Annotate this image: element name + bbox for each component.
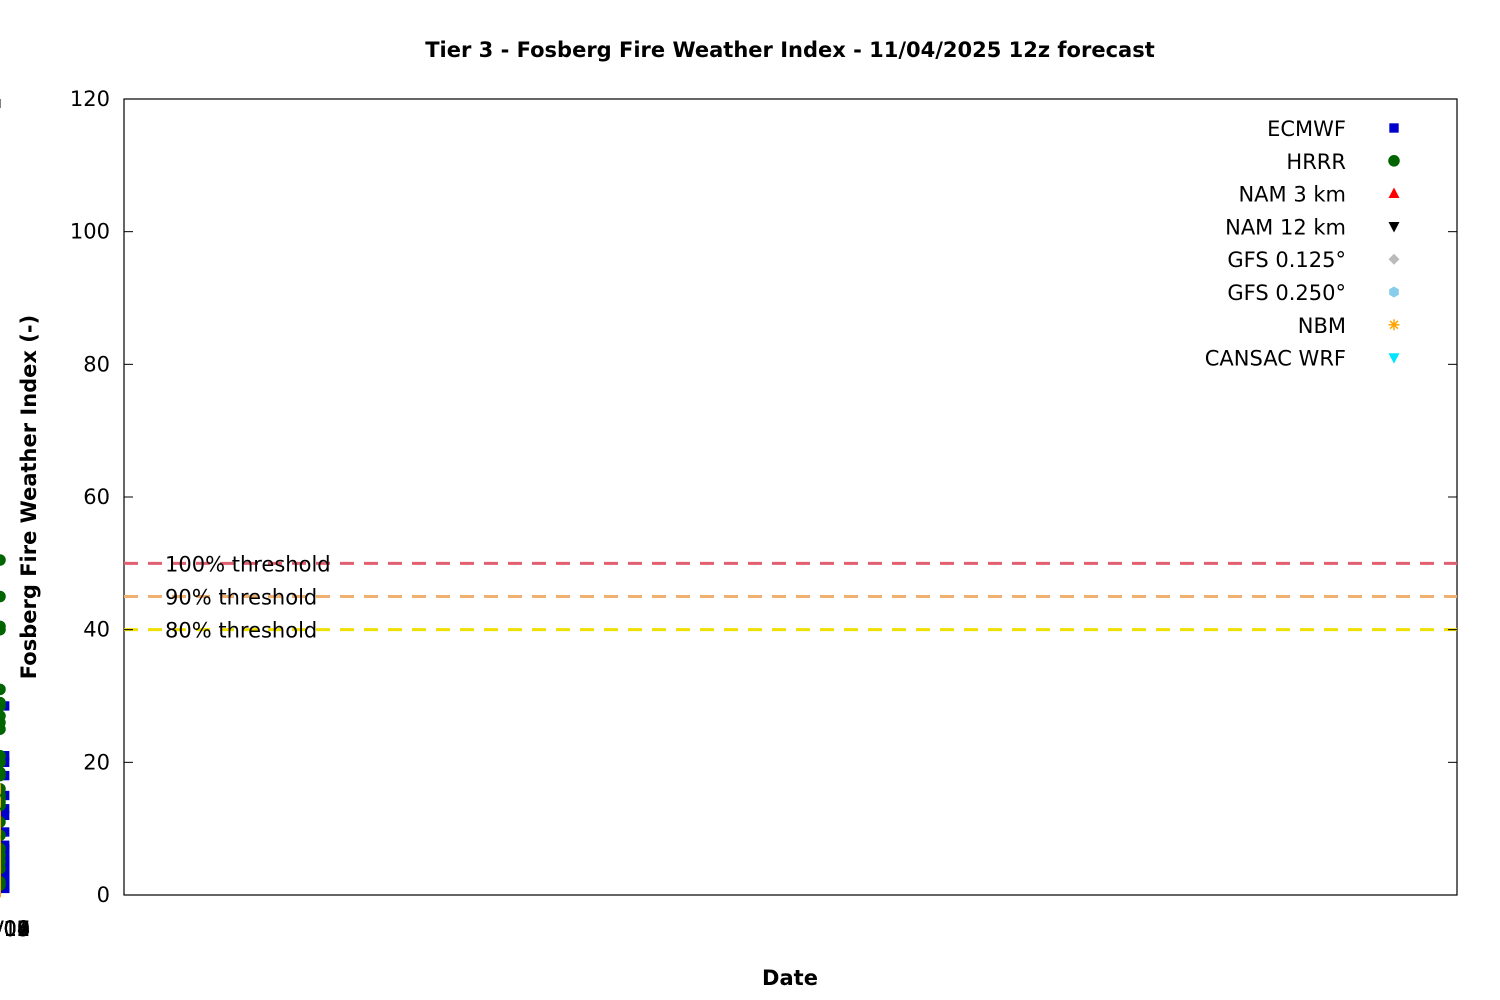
y-tick-label: 60 [83,485,110,509]
data-point [0,816,6,828]
threshold-label: 90% threshold [165,586,317,610]
threshold-label: 80% threshold [165,619,317,643]
threshold-label: 100% threshold [165,552,331,576]
series-1 [0,554,6,891]
x-tick-label: 11/05 [0,917,30,941]
legend-label: ECMWF [1267,117,1346,141]
data-point [0,749,6,762]
x-tick-label: 11/07 [0,917,30,941]
data-point [0,766,6,779]
data-point [0,862,6,875]
data-points [0,554,10,898]
threshold-labels: 100% threshold 90% threshold 80% threshold [165,552,331,642]
legend-label: NBM [1298,314,1346,338]
x-axis-label: Date [762,966,818,990]
y-axis-ticks: 0 20 40 60 80 100 120 [70,87,1457,907]
data-point [0,590,6,603]
x-axis-ticks: 11/0411/0511/0611/0711/0811/0911/1011/11… [0,99,30,941]
legend: ECMWF HRRR NAM 3 km NAM 12 km GFS 0.125° GFS … [1205,117,1400,371]
y-tick-label: 100 [70,220,110,244]
x-tick-label: 11/09 [0,917,30,941]
x-tick-label: 11/08 [0,917,30,941]
data-point [0,716,6,729]
y-tick-label: 20 [83,750,110,774]
data-point [0,810,10,821]
legend-marker [1388,187,1400,198]
data-point [0,879,6,891]
y-tick-label: 120 [70,87,110,111]
data-point [0,870,10,880]
legend-label: NAM 12 km [1225,215,1346,239]
legend-label: GFS 0.125° [1227,248,1346,272]
legend-marker [1389,286,1399,298]
x-tick-label: 11/10 [0,917,30,941]
data-point [0,783,6,795]
chart-title: Tier 3 - Fosberg Fire Weather Index - 11… [425,38,1155,62]
legend-marker [1388,222,1400,233]
data-point [0,683,6,696]
legend-label: GFS 0.250° [1227,281,1346,305]
legend-marker [1388,253,1400,265]
x-tick-label: 11/12 [0,917,30,941]
data-point [0,829,6,842]
threshold-lines [124,561,1457,632]
x-tick-label: 11/04 [0,917,30,941]
legend-label: CANSAC WRF [1205,347,1346,371]
data-point [0,554,6,566]
legend-marker [1388,319,1400,331]
legend-marker [1388,353,1400,364]
x-tick-label: 11/13 [0,917,30,941]
y-tick-label: 40 [83,618,110,642]
x-tick-label: 11/11 [0,917,30,941]
y-tick-label: 0 [97,883,110,907]
data-point [0,796,6,808]
legend-marker [1388,155,1400,167]
data-point [0,623,6,636]
y-tick-label: 80 [83,352,110,376]
legend-marker [1389,123,1399,133]
data-point [0,696,6,709]
x-tick-label: 11/06 [0,917,30,941]
y-axis-label: Fosberg Fire Weather Index (-) [17,315,41,679]
legend-label: HRRR [1286,150,1346,174]
legend-label: NAM 3 km [1238,183,1346,207]
